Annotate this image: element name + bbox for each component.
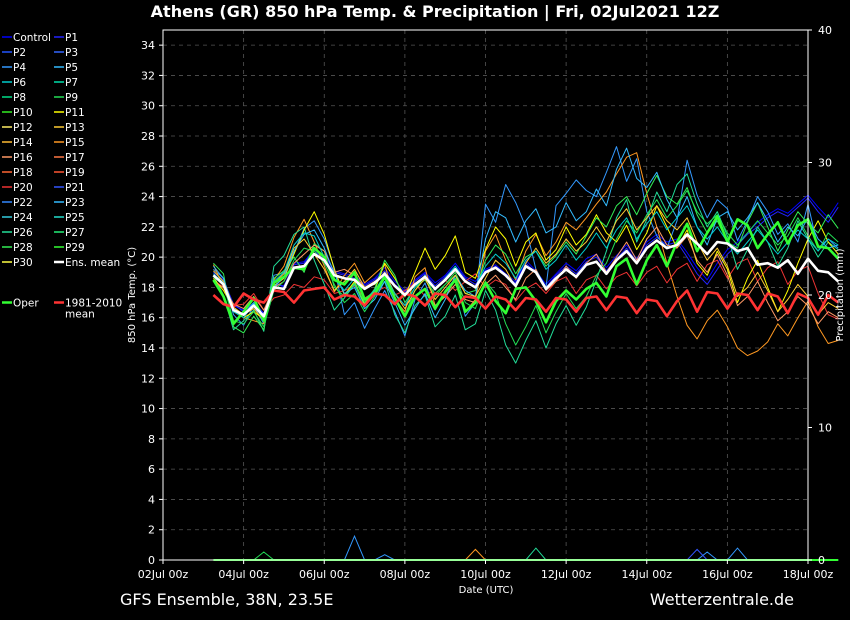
x-tick-label: 08Jul 00z [380, 568, 431, 581]
legend-label: P29 [65, 242, 85, 254]
series-lines [212, 146, 840, 364]
y-tick-label: 4 [148, 493, 155, 506]
legend-label: P28 [13, 242, 33, 254]
legend-label: P8 [13, 92, 26, 104]
legend-label: P5 [65, 62, 78, 74]
y-tick-label: 8 [148, 433, 155, 446]
legend-label: P18 [13, 167, 33, 179]
legend-label: P4 [13, 62, 26, 74]
y-tick-label: 6 [148, 463, 155, 476]
legend-label: P2 [13, 47, 26, 59]
legend-label: P17 [65, 152, 85, 164]
y-tick-label: 24 [141, 191, 155, 204]
legend-label: P12 [13, 122, 33, 134]
series-line [212, 173, 839, 364]
footer-right: Wetterzentrale.de [650, 590, 794, 609]
legend-label: P22 [13, 197, 33, 209]
y-tick-label: 18 [141, 281, 155, 294]
legend-label: P9 [65, 92, 78, 104]
y-tick-label: 30 [141, 100, 155, 113]
legend-label: mean [65, 309, 95, 321]
x-tick-label: 02Jul 00z [138, 568, 189, 581]
y-tick-label: 32 [141, 69, 155, 82]
y-tick-label: 20 [141, 251, 155, 264]
series-line [212, 286, 839, 318]
series-line [213, 205, 839, 322]
legend-label: P15 [65, 137, 85, 149]
legend-label: P14 [13, 137, 33, 149]
legend: Control P1 P2 P3 P4 P5 P6 P7 P8 P9 P10 P11 P12 P13 P14… [2, 32, 122, 321]
legend-label: P16 [13, 152, 33, 164]
y2-tick-label: 40 [818, 24, 832, 37]
legend-label: P23 [65, 197, 85, 209]
legend-label: P10 [13, 107, 33, 119]
legend-label: Control [13, 32, 51, 44]
y-tick-label: 16 [141, 312, 155, 325]
legend-label: P30 [13, 257, 33, 269]
y-tick-label: 28 [141, 130, 155, 143]
series-line [213, 174, 839, 334]
chart-title: Athens (GR) 850 hPa Temp. & Precipitatio… [151, 2, 720, 22]
legend-label: P19 [65, 167, 85, 179]
y-tick-label: 22 [141, 221, 155, 234]
legend-label: P25 [65, 212, 85, 224]
x-axis-ticks: 02Jul 00z 04Jul 00z 06Jul 00z 08Jul 00z 10Ju… [138, 560, 834, 581]
x-tick-label: 18Jul 00z [783, 568, 834, 581]
x-tick-label: 16Jul 00z [702, 568, 753, 581]
legend-label: P11 [65, 107, 85, 119]
legend-label: 1981-2010 [65, 298, 122, 310]
y-tick-label: 14 [141, 342, 155, 355]
y2-tick-label: 20 [818, 289, 832, 302]
y2-tick-label: 10 [818, 422, 832, 435]
legend-label: P1 [65, 32, 78, 44]
y2-tick-label: 30 [818, 157, 832, 170]
legend-label: P13 [65, 122, 85, 134]
x-axis-label: Date (UTC) [459, 585, 514, 596]
y-axis-label: 850 hPa Temp. (°C) [127, 247, 138, 343]
series-line [212, 233, 840, 318]
y2-axis-ticks: 0 10 20 30 40 [808, 24, 832, 567]
series-line [213, 226, 839, 325]
y-tick-label: 26 [141, 160, 155, 173]
legend-label: P20 [13, 182, 33, 194]
legend-label: P7 [65, 77, 78, 89]
x-tick-label: 12Jul 00z [541, 568, 592, 581]
y-tick-label: 2 [148, 524, 155, 537]
x-tick-label: 04Jul 00z [218, 568, 269, 581]
y-tick-label: 10 [141, 403, 155, 416]
footer-left: GFS Ensemble, 38N, 23.5E [120, 590, 333, 609]
y-tick-label: 0 [148, 554, 155, 567]
y-tick-label: 34 [141, 39, 155, 52]
series-line [213, 205, 839, 320]
legend-label: P26 [13, 227, 33, 239]
x-tick-label: 10Jul 00z [460, 568, 511, 581]
y2-tick-label: 0 [818, 554, 825, 567]
legend-label: P3 [65, 47, 78, 59]
legend-label: Ens. mean [65, 257, 120, 269]
legend-label: Oper [13, 298, 39, 310]
legend-label: P21 [65, 182, 85, 194]
x-tick-label: 14Jul 00z [621, 568, 672, 581]
legend-label: P24 [13, 212, 33, 224]
series-line [212, 215, 840, 326]
legend-label: P6 [13, 77, 26, 89]
y-tick-label: 12 [141, 372, 155, 385]
x-tick-label: 06Jul 00z [299, 568, 350, 581]
legend-label: P27 [65, 227, 85, 239]
y2-axis-label: Precipitation (mm) [835, 248, 846, 341]
